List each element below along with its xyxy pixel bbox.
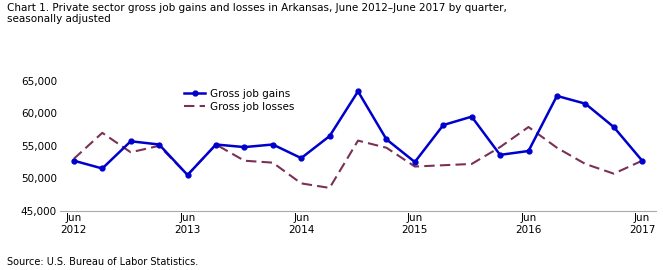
Gross job gains [212,143,220,146]
Gross job gains [467,115,475,118]
Gross job gains [581,102,589,105]
Gross job gains [127,140,135,143]
Gross job losses [127,151,135,154]
Gross job gains [411,160,419,164]
Gross job losses [297,182,305,185]
Gross job losses [440,164,448,167]
Gross job gains [440,123,448,127]
Gross job losses [212,143,220,146]
Gross job gains [354,90,362,93]
Gross job losses [524,125,532,129]
Gross job losses [411,165,419,168]
Legend: Gross job gains, Gross job losses: Gross job gains, Gross job losses [184,89,294,112]
Gross job losses [269,161,276,164]
Gross job gains [383,138,391,141]
Gross job losses [155,144,163,147]
Gross job losses [581,162,589,166]
Gross job losses [638,159,646,162]
Gross job gains [241,146,249,149]
Line: Gross job losses: Gross job losses [74,127,642,188]
Gross job gains [610,125,618,129]
Gross job losses [383,146,391,149]
Text: Source: U.S. Bureau of Labor Statistics.: Source: U.S. Bureau of Labor Statistics. [7,257,198,267]
Gross job gains [638,159,646,162]
Gross job gains [496,153,504,157]
Gross job gains [155,143,163,146]
Gross job gains [326,134,333,138]
Gross job losses [241,159,249,162]
Gross job losses [610,172,618,175]
Text: Chart 1. Private sector gross job gains and losses in Arkansas, June 2012–June 2: Chart 1. Private sector gross job gains … [7,3,507,24]
Line: Gross job gains: Gross job gains [72,89,644,177]
Gross job gains [553,94,561,97]
Gross job losses [326,186,333,190]
Gross job gains [70,159,78,162]
Gross job losses [467,162,475,166]
Gross job gains [524,149,532,153]
Gross job gains [269,143,276,146]
Gross job gains [98,167,106,170]
Gross job gains [297,157,305,160]
Gross job losses [496,146,504,149]
Gross job losses [98,131,106,134]
Gross job losses [70,157,78,160]
Gross job losses [553,146,561,149]
Gross job losses [354,139,362,142]
Gross job losses [184,173,192,177]
Gross job gains [184,173,192,177]
